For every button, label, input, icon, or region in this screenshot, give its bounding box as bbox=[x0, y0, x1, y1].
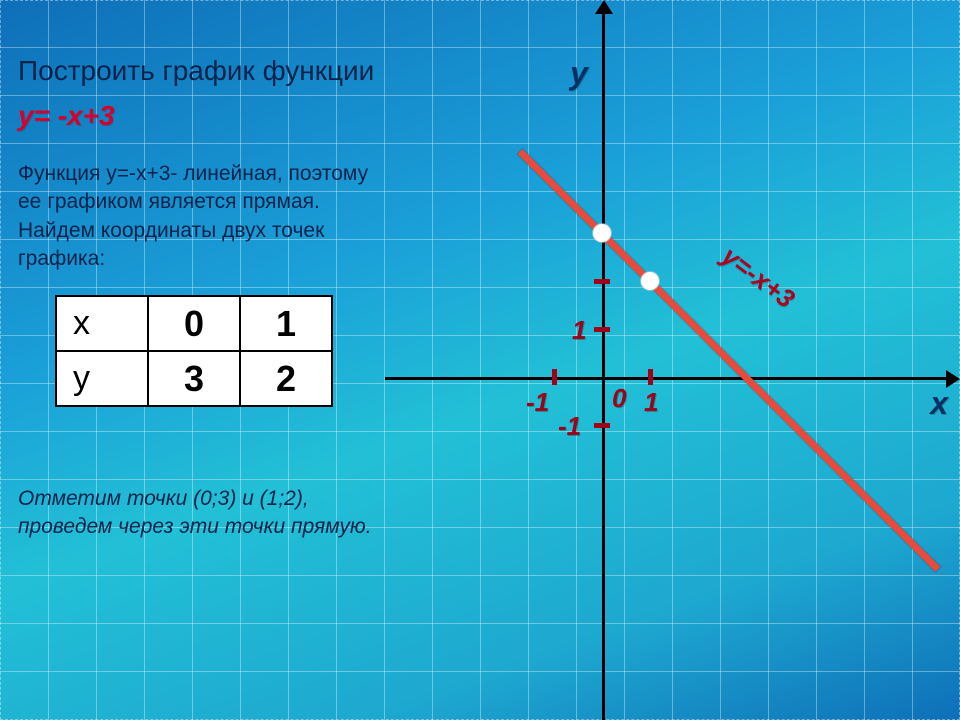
origin-label: 0 bbox=[612, 383, 626, 414]
x-axis bbox=[385, 377, 952, 380]
x-tick-label: -1 bbox=[526, 387, 549, 418]
table-cell: 1 bbox=[240, 296, 332, 351]
y-axis-label: y bbox=[570, 55, 588, 92]
x-tick bbox=[552, 369, 557, 385]
plotted-point bbox=[641, 272, 659, 290]
table-cell: 0 bbox=[148, 296, 240, 351]
table-row: x 0 1 bbox=[56, 296, 332, 351]
function-equation: y= -x+3 bbox=[18, 100, 115, 132]
y-axis-arrow-icon bbox=[595, 0, 613, 14]
table-cell: 2 bbox=[240, 351, 332, 406]
table-row: y 3 2 bbox=[56, 351, 332, 406]
x-axis-arrow-icon bbox=[946, 370, 960, 388]
y-tick-label: 1 bbox=[572, 315, 586, 346]
y-axis bbox=[602, 8, 605, 720]
line-equation-label: y=-x+3 bbox=[716, 240, 800, 314]
y-tick-label: -1 bbox=[558, 411, 581, 442]
x-tick-label: 1 bbox=[644, 387, 658, 418]
function-line bbox=[518, 149, 941, 572]
description-text: Функция y=-x+3- линейная, поэтому ее гра… bbox=[18, 160, 388, 273]
coordinate-chart: x y -1 1 -1 1 y=-x+3 0 bbox=[385, 0, 960, 720]
x-axis-label: x bbox=[930, 385, 948, 422]
y-tick bbox=[594, 279, 610, 284]
table-cell: 3 bbox=[148, 351, 240, 406]
page-title: Построить график функции bbox=[18, 55, 374, 87]
plotted-point bbox=[593, 224, 611, 242]
values-table: x 0 1 y 3 2 bbox=[55, 295, 333, 407]
x-tick bbox=[648, 369, 653, 385]
y-tick bbox=[594, 423, 610, 428]
y-tick bbox=[594, 327, 610, 332]
note-text: Отметим точки (0;3) и (1;2), проведем че… bbox=[18, 485, 388, 542]
table-header-y: y bbox=[56, 351, 148, 406]
table-header-x: x bbox=[56, 296, 148, 351]
